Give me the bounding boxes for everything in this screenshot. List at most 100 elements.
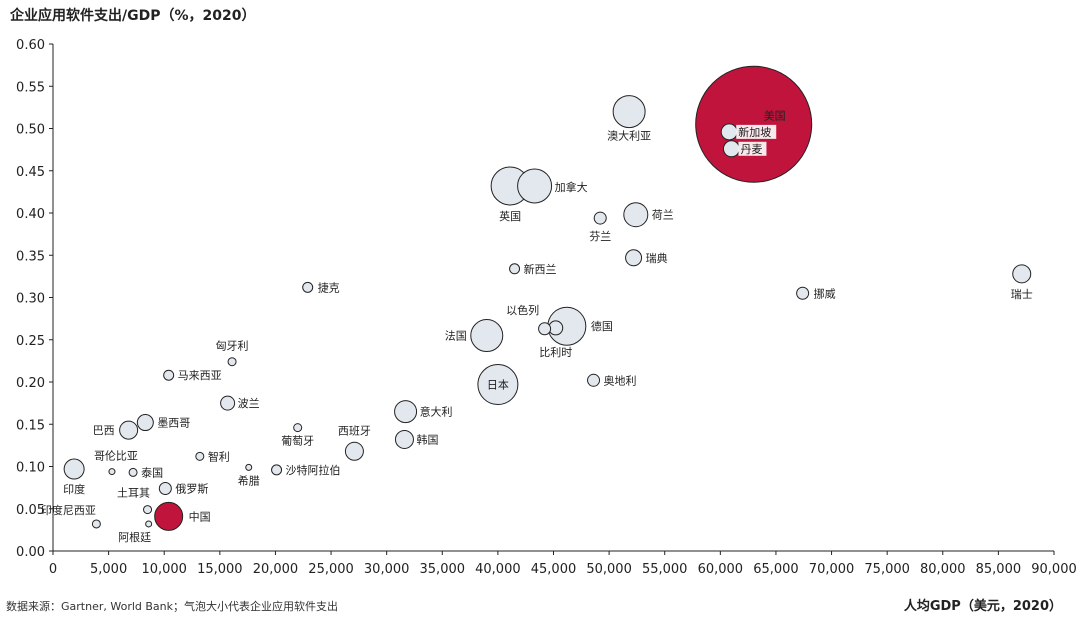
x-tick-label: 75,000 [864, 562, 910, 577]
y-tick-label: 0.40 [16, 207, 45, 222]
bubble-label: 瑞典 [646, 251, 668, 265]
bubble-label: 土耳其 [117, 487, 150, 500]
bubble-label: 日本 [487, 378, 509, 392]
bubble [612, 95, 646, 129]
x-tick-label: 65,000 [753, 562, 799, 577]
bubble [271, 464, 283, 476]
label-background [738, 141, 767, 156]
x-tick-label: 45,000 [531, 562, 577, 577]
x-tick-label: 5,000 [90, 562, 127, 577]
bubble [163, 369, 175, 381]
y-tick-label: 0.20 [16, 376, 45, 391]
bubble-label: 比利时 [539, 346, 572, 359]
bubble [293, 423, 303, 433]
bubble-label: 挪威 [814, 286, 836, 300]
y-axis-title: 企业应用软件支出/GDP（%，2020） [10, 8, 256, 24]
bubble [119, 420, 139, 440]
y-tick-label: 0.35 [16, 249, 45, 264]
bubble [128, 467, 138, 477]
bubble [63, 458, 85, 480]
y-tick-label: 0.60 [16, 38, 45, 53]
x-tick-label: 15,000 [197, 562, 243, 577]
y-tick-label: 0.45 [16, 165, 45, 180]
bubble-label: 瑞士 [1011, 287, 1033, 301]
x-tick-label: 10,000 [141, 562, 187, 577]
bubble [195, 451, 205, 461]
x-axis-title: 人均GDP（美元，2020） [903, 599, 1062, 614]
bubble-label: 中国 [189, 510, 211, 523]
y-tick-label: 0.50 [16, 123, 45, 138]
bubble-label: 俄罗斯 [175, 482, 208, 495]
bubble-label: 法国 [445, 329, 467, 343]
bubble-label: 印度尼西亚 [41, 503, 96, 517]
x-tick-label: 0 [49, 562, 57, 577]
bubble-label: 巴西 [93, 424, 115, 437]
bubble-label: 芬兰 [589, 230, 611, 243]
x-tick-label: 80,000 [920, 562, 966, 577]
bubble [796, 286, 810, 300]
bubble [108, 468, 116, 476]
bubble [91, 519, 101, 529]
bubble-label: 美国 [764, 109, 786, 122]
x-tick-label: 25,000 [308, 562, 354, 577]
bubble-label: 以色列 [506, 303, 539, 317]
bubble-label: 沙特阿拉伯 [286, 463, 341, 477]
bubble-label: 新加坡 [738, 125, 771, 139]
bubble [227, 357, 237, 367]
y-tick-label: 0.30 [16, 292, 45, 307]
label-background [736, 124, 777, 139]
bubble-label: 荷兰 [652, 209, 674, 222]
x-tick-label: 30,000 [364, 562, 410, 577]
x-tick-label: 90,000 [1031, 562, 1077, 577]
bubble-label: 西班牙 [338, 424, 371, 437]
bubble [394, 429, 414, 449]
bubble [1012, 264, 1032, 284]
bubble-label: 英国 [499, 209, 521, 223]
bubble [517, 168, 553, 204]
x-tick-label: 20,000 [253, 562, 299, 577]
bubble-label: 阿根廷 [118, 530, 151, 544]
bubble-label: 澳大利亚 [607, 129, 651, 143]
bubble-label: 新西兰 [524, 262, 557, 276]
bubble [538, 322, 552, 336]
bubble [720, 123, 738, 141]
bubble [394, 400, 418, 424]
bubble-label: 波兰 [238, 397, 260, 410]
bubble-label: 加拿大 [555, 180, 588, 194]
bubble [245, 463, 253, 471]
bubble [593, 211, 607, 225]
y-tick-label: 0.55 [16, 80, 45, 95]
axes: 0.00 0.05 0.10 0.15 0.20 0.25 0.30 0.35 0.40 0.45… [16, 38, 1077, 577]
bubble [470, 319, 504, 353]
bubble-label: 哥伦比亚 [94, 449, 138, 463]
bubble [695, 65, 813, 183]
bubble-label: 捷克 [318, 280, 340, 294]
bubble-label: 丹麦 [740, 143, 762, 156]
bubble [344, 441, 364, 461]
y-tick-label: 0.15 [16, 418, 45, 433]
bubble-label: 奥地利 [604, 373, 637, 387]
bubbles [63, 65, 1032, 531]
bubble [509, 263, 521, 275]
x-tick-label: 40,000 [475, 562, 521, 577]
bubble-label: 葡萄牙 [281, 435, 314, 448]
bubble [625, 249, 643, 267]
bubble-label: 智利 [208, 449, 230, 463]
x-tick-label: 85,000 [976, 562, 1022, 577]
bubble-label: 匈牙利 [216, 339, 249, 353]
bubble-label: 希腊 [238, 473, 260, 487]
x-tick-label: 60,000 [698, 562, 744, 577]
bubble [220, 395, 236, 411]
x-tick-label: 35,000 [420, 562, 466, 577]
bubble-label: 意大利 [420, 405, 453, 419]
y-tick-label: 0.10 [16, 461, 45, 476]
y-tick-label: 0.25 [16, 334, 45, 349]
bubble [623, 202, 649, 228]
bubble [145, 520, 153, 528]
x-tick-label: 70,000 [809, 562, 855, 577]
x-tick-label: 55,000 [642, 562, 688, 577]
bubble [143, 505, 153, 515]
bubble [587, 373, 601, 387]
